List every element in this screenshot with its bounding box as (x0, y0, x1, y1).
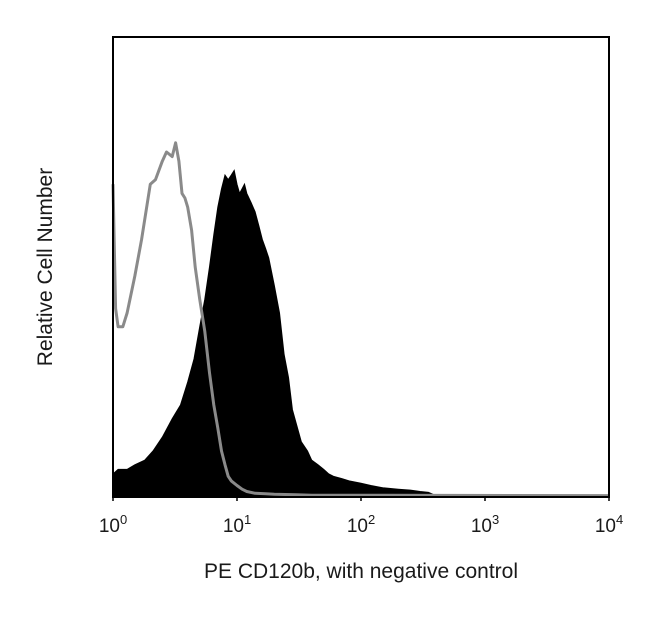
x-axis-label: PE CD120b, with negative control (204, 560, 518, 583)
y-axis-label: Relative Cell Number (34, 168, 57, 366)
sample-histogram-filled (112, 169, 610, 498)
x-tick-label: 102 (347, 512, 375, 537)
negative-control-histogram-line (111, 141, 610, 498)
x-tick-label: 104 (595, 512, 623, 537)
x-tick-label: 103 (471, 512, 499, 537)
x-tick-labels: 100 101 102 103 104 (99, 497, 623, 537)
series-layer (111, 141, 610, 498)
x-tick-label: 101 (223, 512, 251, 537)
x-tick-label: 100 (99, 512, 127, 537)
